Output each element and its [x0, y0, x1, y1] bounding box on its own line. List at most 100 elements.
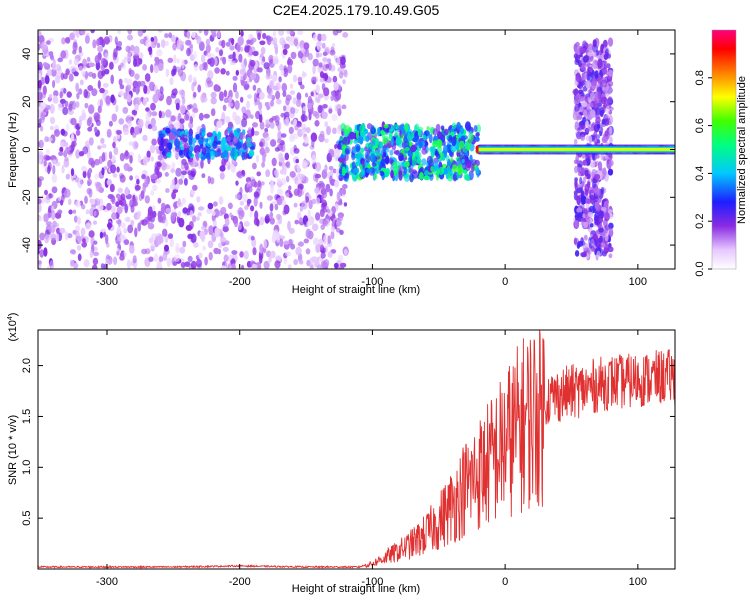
spectrogram-cell: [94, 55, 100, 64]
spectrogram-cell: [242, 193, 249, 203]
spectrogram-cell: [164, 40, 169, 47]
spectrogram-cell: [72, 262, 79, 269]
spectrogram-cell: [174, 151, 180, 159]
spectrogram-cell: [271, 180, 275, 188]
spectrogram-cell: [268, 118, 274, 123]
spectrogram-cell: [176, 215, 181, 224]
spectrogram-cell: [293, 148, 300, 154]
spectrogram-cell: [603, 118, 610, 126]
spectrogram-cell: [592, 59, 599, 70]
spectrogram-cell: [290, 107, 296, 114]
snr-multiplier-label: (x104): [7, 313, 19, 342]
spectrogram-cell: [166, 95, 172, 106]
snr-y-tick-label: 0.5: [21, 511, 33, 526]
spectrogram-cell: [73, 215, 78, 223]
spectrogram-cell: [279, 238, 284, 247]
spectrogram-cell: [276, 98, 282, 105]
spectrogram-cell: [389, 134, 393, 140]
spectrogram-cell: [263, 136, 271, 142]
spectrogram-cell: [81, 203, 86, 210]
spectrogram-cell: [574, 220, 579, 229]
spectrogram-cell: [97, 80, 101, 89]
spectrogram-cell: [293, 258, 299, 266]
spectrogram-cell: [200, 93, 206, 103]
spectrogram-cell: [225, 115, 231, 124]
spectrogram-cell: [267, 94, 273, 99]
spectrogram-cell: [158, 144, 165, 152]
spectrogram-cell: [123, 127, 130, 136]
spectrogram-cell: [326, 125, 331, 136]
spectrogram-cell: [64, 156, 69, 162]
spectrogram-cell: [101, 167, 105, 176]
spectrogram-cell: [296, 164, 301, 173]
spectrogram-cell: [607, 37, 614, 47]
spectrogram-cell: [259, 40, 266, 46]
spectrogram-cell: [581, 48, 586, 54]
spectrogram-cell: [214, 67, 220, 74]
spectrogram-cell: [258, 254, 263, 264]
spectrogram-cell: [234, 127, 241, 137]
spectrogram-cell: [435, 171, 440, 181]
spectrogram-cell: [252, 162, 257, 170]
spectrogram-cell: [269, 203, 274, 212]
spectrogram-cell: [311, 256, 318, 262]
spectrogram-cell: [436, 139, 443, 149]
spectrogram-cell: [134, 103, 139, 111]
spectrogram-cell: [157, 63, 164, 71]
spectrogram-cell: [118, 118, 125, 125]
spectrogram-cell: [335, 90, 342, 101]
spectrogram-cell: [225, 261, 229, 268]
spectrogram-cell: [359, 135, 364, 145]
spectrogram-cell: [103, 36, 110, 45]
spectrogram-cell: [206, 132, 213, 138]
spectrogram-cell: [422, 134, 427, 141]
snr-x-tick-label: -200: [229, 576, 251, 588]
spectrogram-cell: [466, 142, 471, 151]
spectrogram-cell: [97, 45, 104, 53]
spectrogram-cell: [277, 188, 283, 196]
spectrogram-cell: [576, 207, 583, 213]
spectrogram-cell: [157, 214, 163, 223]
spectrogram-cell: [379, 170, 385, 177]
spectrogram-cell: [272, 85, 279, 91]
spectrogram-cell: [292, 133, 299, 140]
spectrogram-cell: [161, 39, 166, 49]
spectrogram-cell: [260, 60, 264, 66]
spectrogram-cell: [196, 259, 202, 268]
spectrogram-cell: [451, 122, 457, 130]
spectrogram-cell: [574, 95, 579, 102]
spectrogram-cell: [104, 52, 109, 61]
spectrogram-cell: [165, 109, 172, 118]
spectrogram-cell: [249, 46, 256, 52]
spectrogram-cell: [132, 255, 137, 264]
spectrogram-cell: [217, 30, 221, 39]
spectrogram-cell: [471, 163, 475, 173]
spectrogram-cell: [113, 48, 118, 58]
spectrogram-cell: [315, 212, 321, 221]
spectrogram-cell: [589, 223, 594, 228]
spectrogram-cell: [255, 154, 260, 163]
spectrogram-cell: [133, 45, 140, 56]
spectrogram-cell: [185, 224, 193, 231]
spectrogram-cell: [267, 87, 273, 96]
spectrogram-cell: [330, 231, 335, 240]
spectrogram-cell: [142, 182, 149, 188]
spectrogram-cell: [222, 56, 227, 65]
spectrogram-cell: [322, 51, 328, 56]
spectrogram-cell: [395, 136, 402, 146]
spectrogram-cell: [597, 161, 603, 171]
spectrogram-cell: [302, 57, 307, 64]
spectrogram-cell: [181, 197, 186, 205]
spectrogram-cell: [49, 225, 56, 233]
spectrogram-cell: [75, 230, 80, 241]
spectrogram-cell: [210, 97, 217, 105]
spectrogram-cell: [417, 128, 422, 137]
spectrogram-cell: [218, 91, 224, 102]
spectrogram-cell: [457, 164, 463, 175]
spectrogram-cell: [597, 237, 603, 243]
spectrogram-cell: [414, 135, 420, 145]
spectrogram-cell: [253, 191, 260, 198]
spectrogram-cell: [342, 79, 346, 85]
